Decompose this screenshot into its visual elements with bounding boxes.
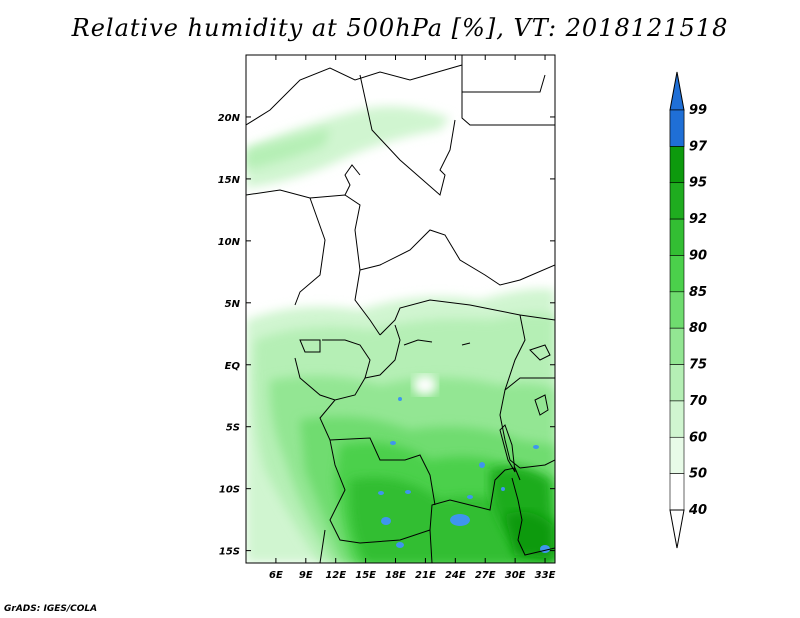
lat-tick-label: 15N: [218, 175, 241, 186]
colorbar-segment: [669, 327, 685, 365]
colorbar-label: 95: [689, 176, 707, 191]
colorbar-label: 99: [689, 103, 707, 118]
colorbar-label: 80: [689, 321, 707, 336]
colorbar-segment: [669, 255, 685, 293]
grads-credit: GrADS: IGES/COLA: [4, 604, 98, 614]
colorbar-segment: [669, 364, 685, 402]
lon-tick-label: 15E: [355, 570, 376, 581]
map-frame: [245, 54, 556, 564]
latitude-axis: 20N 15N 10N 5N EQ 5S 10S 15S: [218, 113, 555, 558]
lat-tick-label: 15S: [219, 547, 240, 558]
lon-tick-label: 30E: [505, 570, 526, 581]
lon-tick-label: 18E: [385, 570, 406, 581]
colorbar-segment: [669, 400, 685, 438]
country-borders: [246, 55, 555, 563]
colorbar-segment: [669, 291, 685, 329]
map-title: Relative humidity at 500hPa [%], VT: 201…: [71, 14, 729, 42]
colorbar-label: 50: [689, 467, 707, 482]
lon-tick-label: 21E: [415, 570, 436, 581]
colorbar-segment: [669, 473, 685, 511]
colorbar-label: 90: [689, 248, 707, 263]
colorbar-label: 85: [689, 285, 707, 300]
colorbar-label: 70: [689, 394, 707, 409]
lat-tick-label: 5S: [226, 423, 240, 434]
map-panel: 6E 9E 12E 15E 18E 21E 24E 27E 30E 33E 20N 15N 10N 5N…: [218, 54, 556, 581]
colorbar: 99 97 95 92 90 85 80 75 70 60 50 40: [669, 71, 708, 549]
lat-tick-label: 20N: [218, 113, 241, 124]
lat-tick-label: EQ: [225, 361, 241, 372]
colorbar-segment: [669, 182, 685, 220]
colorbar-label: 97: [689, 139, 708, 154]
colorbar-label: 40: [688, 503, 707, 518]
colorbar-segment: [669, 146, 685, 184]
colorbar-label: 75: [689, 358, 707, 373]
lon-tick-label: 9E: [299, 570, 313, 581]
high-humidity-patches: [378, 397, 550, 553]
colorbar-segment: [669, 218, 685, 256]
colorbar-segment: [669, 436, 685, 474]
colorbar-top-arrow: [669, 71, 685, 111]
colorbar-label: 60: [689, 430, 707, 445]
colorbar-bottom-arrow: [669, 509, 685, 549]
lon-tick-label: 12E: [325, 570, 346, 581]
lon-tick-label: 33E: [535, 570, 556, 581]
lon-tick-label: 24E: [445, 570, 466, 581]
longitude-axis: 6E 9E 12E 15E 18E 21E 24E 27E 30E 33E: [269, 55, 556, 581]
lat-tick-label: 5N: [225, 299, 241, 310]
colorbar-label: 92: [689, 212, 707, 227]
lon-tick-label: 6E: [269, 570, 283, 581]
lat-tick-label: 10N: [218, 237, 241, 248]
colorbar-segment: [669, 109, 685, 147]
humidity-field: [246, 106, 555, 563]
lon-tick-label: 27E: [475, 570, 496, 581]
lat-tick-label: 10S: [219, 485, 240, 496]
